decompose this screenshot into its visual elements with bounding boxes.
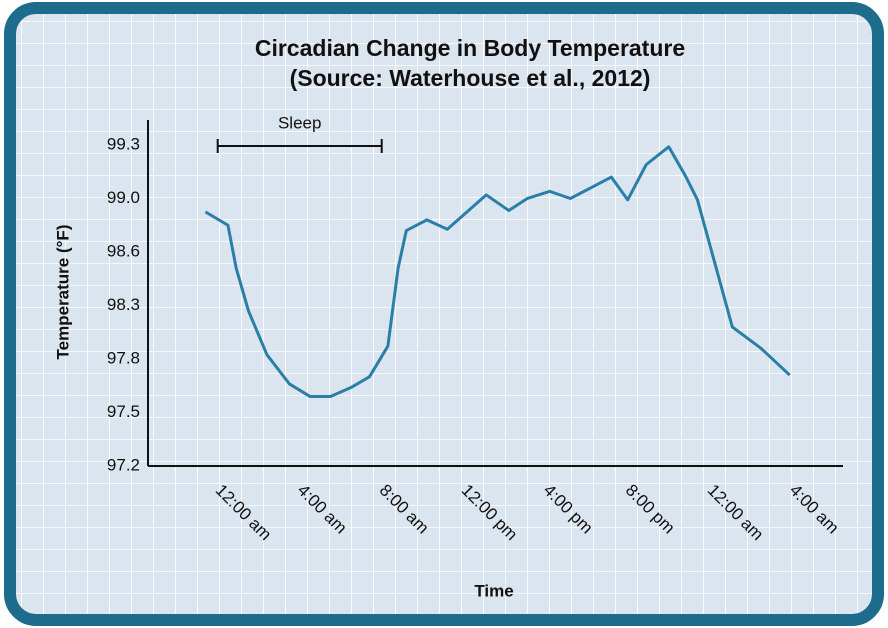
y-tick-label: 99.0 <box>107 188 140 207</box>
chart-title: Circadian Change in Body Temperature <box>255 35 685 61</box>
y-axis-label: Temperature (°F) <box>53 225 72 360</box>
y-tick-label: 98.6 <box>107 241 140 260</box>
sleep-label: Sleep <box>278 113 321 132</box>
y-tick-label: 97.8 <box>107 348 140 367</box>
x-axis-label: Time <box>474 581 513 600</box>
y-tick-label: 97.2 <box>107 455 140 474</box>
y-tick-label: 97.5 <box>107 402 140 421</box>
chart-subtitle: (Source: Waterhouse et al., 2012) <box>290 65 651 91</box>
y-tick-label: 98.3 <box>107 295 140 314</box>
y-tick-label: 99.3 <box>107 134 140 153</box>
line-series <box>204 145 791 398</box>
